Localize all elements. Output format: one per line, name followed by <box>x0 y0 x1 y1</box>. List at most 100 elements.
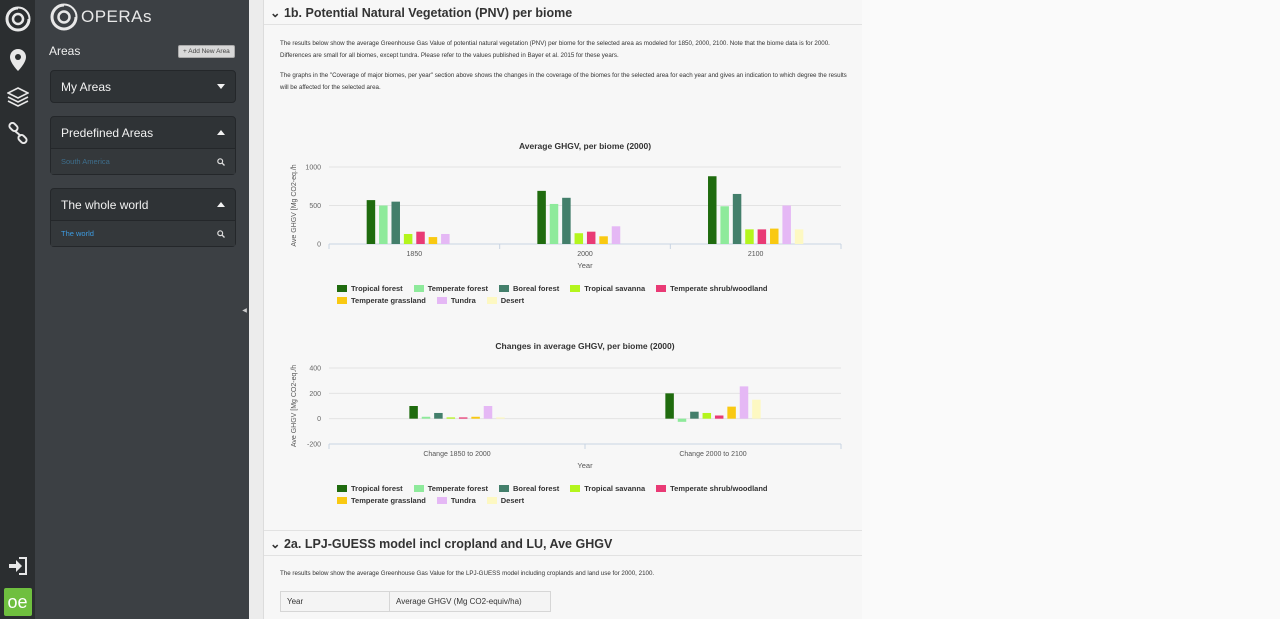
legend-label: Temperate grassland <box>351 296 426 305</box>
map-marker-icon[interactable] <box>0 46 35 74</box>
bar-tundra <box>483 406 493 419</box>
right-pane <box>862 0 1280 619</box>
legend-label: Tropical forest <box>351 284 403 293</box>
bar-temperate-grassland <box>770 228 779 244</box>
table-header-cell: Year <box>280 591 390 612</box>
chart-title: Changes in average GHGV, per biome (2000… <box>495 341 674 351</box>
search-icon[interactable] <box>217 229 225 238</box>
legend-item[interactable]: Temperate forest <box>413 283 488 294</box>
bar-boreal-forest <box>391 201 400 244</box>
area-link-south-america[interactable]: South America <box>61 157 110 166</box>
legend-label: Temperate forest <box>427 484 488 493</box>
bar-temperate-shrub-woodland <box>458 417 468 419</box>
oe-badge[interactable]: oe <box>0 587 35 617</box>
x-tick-label: Change 2000 to 2100 <box>679 451 746 458</box>
legend-item[interactable]: Desert <box>486 295 525 306</box>
areas-sidebar: OPERAs Areas + Add New Area My Areas Pre… <box>35 0 249 619</box>
panel-whole-world: The whole world The world <box>50 188 236 247</box>
legend-swatch <box>570 285 581 292</box>
bar-boreal-forest <box>434 412 443 419</box>
legend-swatch <box>436 497 447 504</box>
caret-up-icon <box>217 130 225 135</box>
y-tick-label: 500 <box>309 203 321 210</box>
legend-swatch <box>656 485 667 492</box>
legend-item[interactable]: Temperate shrub/woodland <box>656 483 768 494</box>
search-icon[interactable] <box>217 157 225 166</box>
y-axis-label: Ave GHGV [Mg CO2-eq./h <box>291 365 298 447</box>
area-search-row[interactable]: The world <box>51 220 235 246</box>
section-heading-lpj-guess[interactable]: ⌄ 2a. LPJ-GUESS model incl cropland and … <box>270 536 612 551</box>
section-heading-pnv[interactable]: ⌄ 1b. Potential Natural Vegetation (PNV)… <box>270 5 572 20</box>
bar-boreal-forest <box>562 197 571 244</box>
bar-tropical-savanna <box>403 233 413 244</box>
legend-item[interactable]: Tropical savanna <box>570 483 645 494</box>
panel-header[interactable]: Predefined Areas <box>51 117 235 148</box>
legend-item[interactable]: Temperate grassland <box>337 495 426 506</box>
icon-bar: oe <box>0 0 35 619</box>
lpj-description: The results below show the average Green… <box>280 570 655 577</box>
legend-swatch <box>337 497 347 504</box>
y-tick-label: 1000 <box>305 165 321 172</box>
app-logo: OPERAs <box>49 2 152 32</box>
legend-item[interactable]: Tundra <box>436 495 476 506</box>
legend-item[interactable]: Temperate forest <box>413 483 488 494</box>
bar-tropical-forest <box>537 190 546 244</box>
legend-swatch <box>413 485 424 492</box>
y-tick-label: 0 <box>317 242 321 249</box>
bar-temperate-grassland <box>727 406 736 419</box>
legend-label: Tundra <box>450 296 476 305</box>
bar-desert <box>496 417 505 419</box>
table-header-row: Year Average GHGV (Mg CO2-equiv/ha) <box>280 591 551 612</box>
chart-average-ghgv: Average GHGV, per biome (2000) 0 500 1000 18… <box>291 141 842 270</box>
legend-item[interactable]: Desert <box>486 495 524 506</box>
divider <box>264 24 862 25</box>
bar-temperate-grassland <box>428 237 438 244</box>
bar-tundra <box>739 386 749 419</box>
lpj-results-table: Year Average GHGV (Mg CO2-equiv/ha) <box>280 591 551 612</box>
legend-item[interactable]: Boreal forest <box>498 283 559 294</box>
chart-changes-ghgv: Changes in average GHGV, per biome (2000… <box>291 341 842 470</box>
results-content: ⌄ 1b. Potential Natural Vegetation (PNV)… <box>263 0 863 619</box>
legend-item[interactable]: Tropical savanna <box>570 283 645 294</box>
area-search-row[interactable]: South America <box>51 148 235 174</box>
areas-title: Areas <box>49 44 81 58</box>
bar-temperate-forest <box>549 203 559 244</box>
legend-item[interactable]: Tundra <box>436 295 476 306</box>
legend-item[interactable]: Boreal forest <box>498 483 560 494</box>
bar-tropical-savanna <box>446 417 456 419</box>
legend-swatch <box>498 285 509 292</box>
layers-icon[interactable] <box>0 84 35 110</box>
legend-label: Desert <box>500 296 525 305</box>
sign-in-icon[interactable] <box>0 555 35 577</box>
collapse-sidebar-button[interactable]: ◀ <box>240 298 249 322</box>
legend-item[interactable]: Tropical forest <box>337 283 403 294</box>
bar-tundra <box>611 226 621 244</box>
opera-logo-icon <box>50 3 78 31</box>
link-icon[interactable] <box>0 120 35 146</box>
add-new-area-button[interactable]: + Add New Area <box>178 45 235 58</box>
panel-my-areas[interactable]: My Areas <box>50 70 236 103</box>
chart-legend: Tropical forest Temperate forest Boreal fo… <box>337 283 857 307</box>
bar-tropical-forest <box>366 200 376 244</box>
legend-item[interactable]: Tropical forest <box>337 483 403 494</box>
legend-label: Boreal forest <box>512 484 560 493</box>
x-axis-label: Year <box>577 461 593 470</box>
bar-temperate-forest <box>421 416 431 419</box>
divider <box>264 530 862 531</box>
legend-swatch <box>413 285 424 292</box>
panel-title: The whole world <box>61 197 149 212</box>
panel-header[interactable]: My Areas <box>51 71 235 102</box>
legend-swatch <box>337 297 347 304</box>
opera-logo-icon[interactable] <box>0 2 35 36</box>
legend-item[interactable]: Temperate grassland <box>337 295 426 306</box>
table-header-cell: Average GHGV (Mg CO2-equiv/ha) <box>389 591 551 612</box>
legend-item[interactable]: Temperate shrub/woodland <box>656 283 768 294</box>
y-tick-label: 200 <box>309 391 321 398</box>
x-tick-label: 1850 <box>407 251 423 258</box>
x-tick-label: Change 1850 to 2000 <box>423 451 490 458</box>
legend-label: Tropical forest <box>351 484 403 493</box>
bar-temperate-grassland <box>599 236 608 244</box>
panel-header[interactable]: The whole world <box>51 189 235 220</box>
area-link-the-world[interactable]: The world <box>61 229 94 238</box>
panel-title: Predefined Areas <box>61 125 154 140</box>
